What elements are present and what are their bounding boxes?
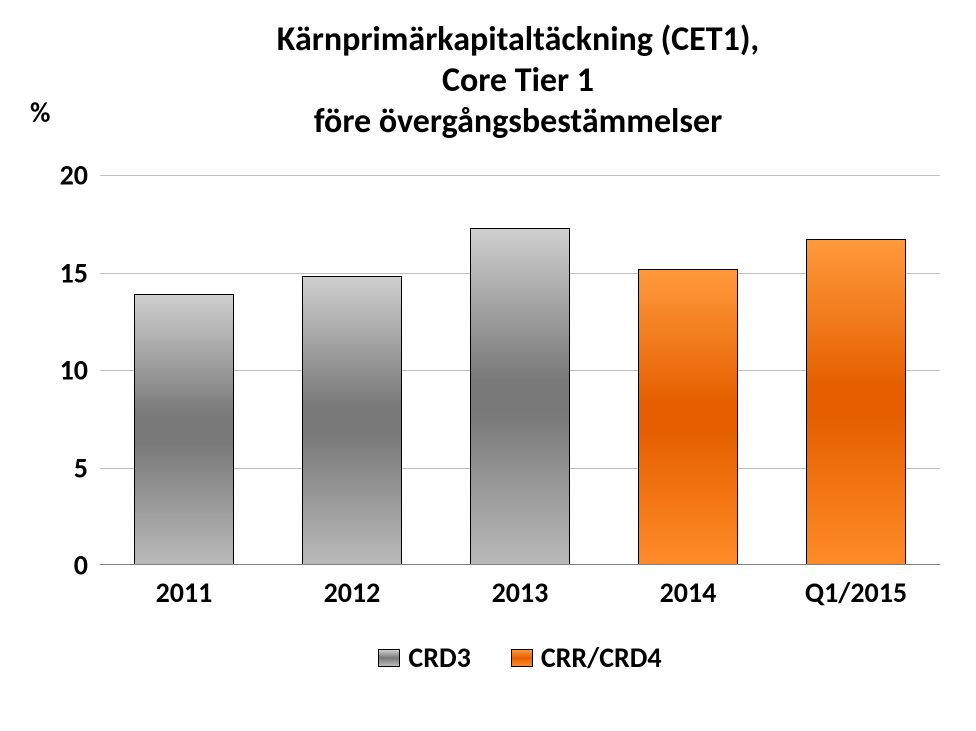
bar-slot	[436, 175, 604, 565]
legend-item: CRD3	[378, 640, 470, 675]
bar-slot	[268, 175, 436, 565]
x-tick-label: 2012	[268, 575, 436, 610]
x-tick-label: 2013	[436, 575, 604, 610]
legend-swatch	[378, 649, 400, 667]
y-tick-label: 15	[60, 255, 88, 290]
bar-slot	[604, 175, 772, 565]
title-line-3: före övergångsbestämmelser	[100, 102, 936, 143]
title-line-2: Core Tier 1	[100, 61, 936, 102]
bars-group	[100, 175, 940, 565]
bar	[470, 228, 570, 565]
x-axis-line	[100, 564, 940, 565]
y-tick-label: 10	[60, 353, 88, 388]
legend: CRD3 CRR/CRD4	[100, 640, 940, 675]
y-axis-unit: %	[30, 95, 50, 130]
title-line-1: Kärnprimärkapitaltäckning (CET1),	[100, 20, 936, 61]
legend-swatch	[511, 649, 533, 667]
legend-label: CRR/CRD4	[541, 640, 662, 675]
y-tick-label: 5	[74, 450, 88, 485]
bar	[638, 269, 738, 565]
bar	[302, 276, 402, 565]
bar	[806, 239, 906, 565]
chart-container: Kärnprimärkapitaltäckning (CET1), Core T…	[0, 0, 976, 731]
bar	[134, 294, 234, 565]
x-tick-label: 2014	[604, 575, 772, 610]
bar-slot	[100, 175, 268, 565]
y-tick-label: 20	[60, 158, 88, 193]
x-tick-label: 2011	[100, 575, 268, 610]
x-tick-label: Q1/2015	[772, 575, 940, 610]
legend-item: CRR/CRD4	[511, 640, 662, 675]
chart-title: Kärnprimärkapitaltäckning (CET1), Core T…	[100, 20, 936, 142]
bar-slot	[772, 175, 940, 565]
legend-label: CRD3	[408, 640, 470, 675]
x-axis-labels: 2011201220132014Q1/2015	[100, 575, 940, 610]
plot-area: 05101520	[100, 175, 940, 565]
y-tick-label: 0	[74, 548, 88, 583]
